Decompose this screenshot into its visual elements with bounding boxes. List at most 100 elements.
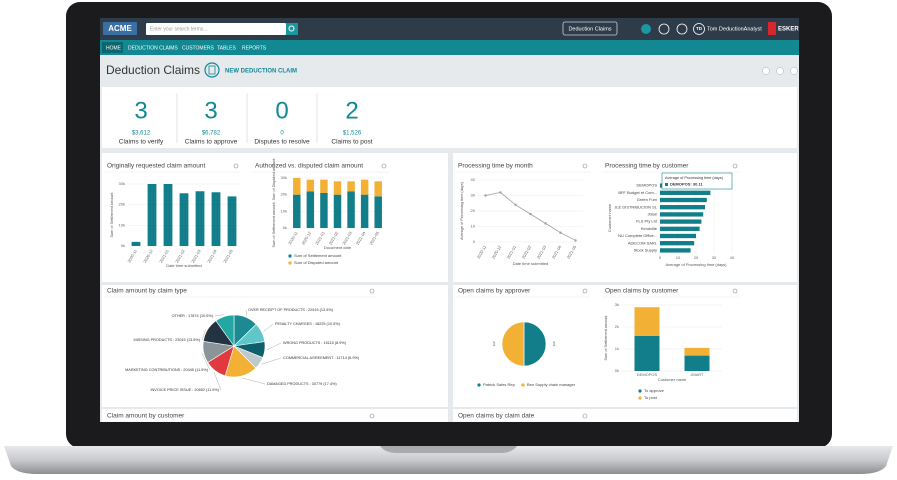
refresh-icon[interactable] — [762, 67, 770, 75]
x-tick-label: 2020-11 — [287, 230, 299, 246]
bar-segment — [293, 194, 301, 228]
chart-search-icon[interactable] — [233, 163, 239, 169]
search-box[interactable] — [146, 23, 286, 35]
nav-item[interactable]: CUSTOMERS — [182, 45, 215, 51]
tooltip-title: Average of Processing time (days) — [665, 176, 724, 180]
legend-label: Sum of Settlement amount — [294, 253, 342, 258]
leader-line — [266, 342, 282, 351]
logo: ACME — [108, 24, 132, 33]
brand: ESKER — [778, 27, 799, 33]
kpi-amount: $1,526 — [343, 131, 362, 137]
laptop-base — [4, 446, 893, 474]
nav-item[interactable]: REPORTS — [242, 45, 267, 51]
bar — [131, 241, 141, 246]
x-tick-label: 20 — [694, 255, 699, 260]
bar — [179, 193, 189, 246]
nav-bar — [100, 40, 799, 55]
doc-icon — [208, 65, 216, 75]
x-tick-label: 10 — [676, 255, 681, 260]
chart-search-icon[interactable] — [369, 288, 375, 294]
bar-segment — [306, 191, 315, 228]
x-tick-label: JMART — [690, 372, 704, 377]
bar — [163, 184, 173, 246]
chart-search-icon[interactable] — [381, 163, 387, 169]
y-tick-label: 30k — [119, 181, 125, 186]
kpi-label: Claims to verify — [119, 139, 164, 146]
kpi-amount: 0 — [280, 131, 284, 137]
slice-label: DAMAGED PRODUCTS : 30779 (17.4%) — [267, 382, 337, 386]
slice-value: 1 — [553, 341, 556, 347]
context-button[interactable] — [562, 21, 618, 36]
help-small-icon[interactable] — [790, 67, 798, 75]
y-tick-label: ADECOM SARL — [628, 240, 658, 245]
chart-search-icon[interactable] — [732, 163, 738, 169]
slice-label: INVOICE PRICE ISSUE : 20852 (11.9%) — [150, 388, 219, 392]
bar — [660, 219, 702, 224]
nav-active — [102, 42, 123, 53]
kpi-count: 3 — [204, 97, 217, 124]
chart-search-icon[interactable] — [582, 288, 588, 294]
new-claim-action[interactable]: NEW DEDUCTION CLAIM — [225, 69, 297, 75]
nav-item[interactable]: HOME — [106, 45, 122, 51]
bar-segment — [684, 355, 710, 371]
chart-search-icon[interactable] — [369, 413, 375, 419]
tooltip-text: DEMOPOS: 30.11 — [670, 182, 703, 187]
slice-label: PENALTY CHARGES : 18225 (10.5%) — [275, 322, 341, 326]
avatar-initials: TD — [696, 26, 703, 31]
bar-segment — [320, 193, 328, 228]
y-tick-label: 1k — [615, 346, 619, 351]
bar — [227, 196, 237, 246]
chart-search-icon[interactable] — [582, 413, 588, 419]
x-axis-label: Customer name — [658, 377, 687, 382]
y-tick-label: 40 — [471, 177, 476, 182]
context-button-label: Deduction Claims — [568, 26, 611, 32]
bar-segment — [293, 178, 301, 195]
chart-search-icon[interactable] — [582, 163, 588, 169]
base-notch — [380, 446, 517, 453]
x-axis-label: Document date — [324, 245, 352, 250]
legend-label: Ben Supply chain manager — [527, 382, 576, 387]
legend-marker — [638, 396, 642, 400]
x-axis-label: Average of Processing time (days) — [665, 262, 727, 267]
avatar[interactable] — [693, 23, 705, 35]
lock-icon[interactable] — [676, 23, 688, 35]
search-button[interactable] — [286, 23, 298, 35]
x-tick-label: DEMOPOS — [637, 372, 658, 377]
chart-title: Open claims by customer — [605, 288, 679, 295]
help-icon[interactable] — [641, 24, 651, 34]
y-axis-label: Customer name — [607, 203, 612, 232]
bar — [660, 226, 700, 231]
info-icon[interactable] — [658, 23, 670, 35]
chart-title: Claim amount by claim type — [107, 288, 187, 295]
bar-segment — [306, 179, 315, 192]
legend-marker — [288, 261, 292, 265]
leader-line — [201, 328, 207, 341]
x-tick-label: 0 — [659, 255, 662, 260]
kpi-panel — [102, 87, 797, 148]
y-tick-label: JLE DISTRIBUCION SL — [614, 204, 657, 209]
slice-label: OVER RECEIPT OF PRODUCTS : 22915 (13.5%) — [248, 308, 334, 312]
bar-segment — [360, 179, 369, 195]
y-tick-label: DEMOPOS — [637, 183, 658, 188]
chart-title: Claim amount by customer — [107, 413, 185, 420]
edit-icon[interactable] — [776, 67, 784, 75]
nav-item[interactable]: DEDUCTION CLAIMS — [128, 45, 178, 51]
search-icon — [288, 25, 295, 32]
y-axis-label: Sum of Settlement amount — [110, 192, 114, 238]
y-tick-label: 10 — [471, 224, 476, 229]
kpi-amount: $6,782 — [202, 131, 221, 137]
bar-segment — [634, 307, 660, 336]
point — [484, 194, 487, 197]
y-tick-label: 0 — [473, 239, 476, 244]
kpi-label: Claims to post — [331, 139, 372, 146]
bar — [660, 190, 711, 195]
chart-search-icon[interactable] — [732, 288, 738, 294]
x-axis-label: Date time submitted — [513, 261, 549, 266]
bar-segment — [333, 181, 342, 195]
new-claim-icon[interactable] — [204, 62, 220, 78]
y-axis-label: Sum of Settlement amount, Sum of Dispute… — [272, 158, 276, 248]
leader-line — [214, 314, 224, 317]
leader-line — [261, 357, 282, 365]
nav-item[interactable]: TABLES — [217, 45, 236, 51]
